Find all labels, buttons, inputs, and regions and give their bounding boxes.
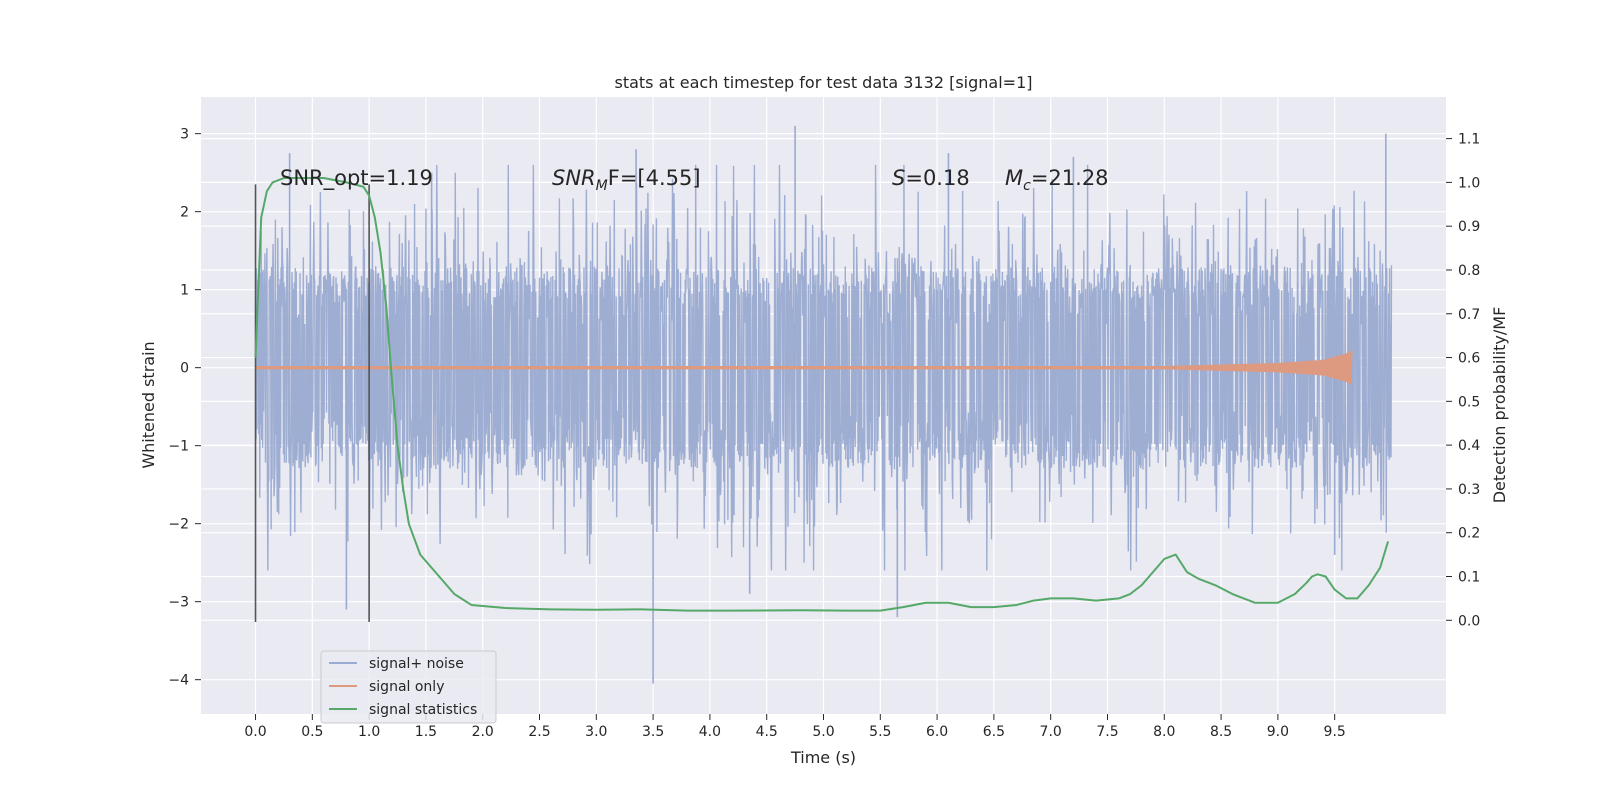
x-tick-label: 6.5 — [983, 724, 1005, 740]
y-tick-label: 0 — [180, 361, 189, 377]
x-tick-label: 8.5 — [1210, 724, 1232, 740]
y2-tick-label: 0.5 — [1458, 394, 1480, 410]
y-tick-label: 2 — [180, 205, 189, 221]
signal-noise-line — [254, 164, 1393, 571]
x-tick-label: 1.0 — [358, 724, 380, 740]
x-tick-label: 3.5 — [642, 724, 664, 740]
x-tick-label: 4.5 — [756, 724, 778, 740]
annotation-snr-mf: SNRMF=[4.55] — [552, 166, 701, 194]
signal-statistics-line — [254, 177, 1390, 612]
annotation-snr-opt: SNR_opt=1.19 — [280, 166, 433, 191]
y2-tick-label: 0.6 — [1458, 351, 1480, 367]
legend-label-signal: signal only — [369, 679, 444, 695]
y-tick-label: 3 — [180, 127, 189, 143]
signal-only-line — [254, 350, 1353, 385]
x-tick-label: 2.5 — [528, 724, 550, 740]
y-axis-title: Whitened strain — [139, 341, 158, 468]
x-tick-label: 8.0 — [1153, 724, 1175, 740]
y-tick-label: −4 — [168, 673, 189, 689]
vlines — [254, 184, 370, 622]
signal-only-series — [254, 350, 1353, 385]
x-tick-label: 5.5 — [869, 724, 891, 740]
legend: signal+ noise signal only signal statist… — [320, 650, 497, 724]
x-tick-label: 9.0 — [1267, 724, 1289, 740]
s-sym: S — [892, 166, 905, 190]
y2-tick-label: 1.1 — [1458, 132, 1480, 148]
y-tick-label: 1 — [180, 283, 189, 299]
y2-tick-label: 0.7 — [1458, 307, 1480, 323]
y2-tick-label: 0.8 — [1458, 263, 1480, 279]
signal-statistics-series — [254, 177, 1390, 612]
legend-box — [320, 650, 497, 724]
y2-tick-label: 0.0 — [1458, 613, 1480, 629]
snr-mf-base: SNR — [552, 166, 596, 190]
x-tick-label: 7.5 — [1096, 724, 1118, 740]
s-val: =0.18 — [905, 166, 969, 190]
y2-axis-title: Detection probability/MF — [1490, 307, 1509, 504]
y2-tick-label: 0.3 — [1458, 482, 1480, 498]
annotation-s: S=0.18 — [892, 166, 970, 190]
y2-tick-label: 0.9 — [1458, 219, 1480, 235]
x-tick-label: 5.0 — [812, 724, 834, 740]
snr-mf-rest: F=[4.55] — [608, 166, 701, 190]
x-tick-label: 0.0 — [244, 724, 266, 740]
x-tick-label: 1.5 — [415, 724, 437, 740]
chart-title: stats at each timestep for test data 313… — [614, 73, 1032, 92]
x-tick-label: 2.0 — [472, 724, 494, 740]
y2-tick-label: 1.0 — [1458, 175, 1480, 191]
signal-noise-series — [254, 125, 1393, 684]
annotation-mc: Mc=21.28 — [1005, 166, 1109, 194]
legend-label-stat: signal statistics — [369, 702, 477, 718]
mc-val: =21.28 — [1031, 166, 1109, 190]
x-tick-label: 6.0 — [926, 724, 948, 740]
legend-label-noise: signal+ noise — [369, 656, 464, 672]
mc-sub: c — [1023, 178, 1031, 194]
y-tick-label: −1 — [168, 439, 189, 455]
x-tick-label: 4.0 — [699, 724, 721, 740]
y-tick-label: −2 — [168, 517, 189, 533]
snr-mf-sub: M — [596, 178, 608, 194]
y2-tick-label: 0.2 — [1458, 526, 1480, 542]
x-tick-label: 7.0 — [1040, 724, 1062, 740]
x-tick-label: 3.0 — [585, 724, 607, 740]
y2-tick-label: 0.1 — [1458, 569, 1480, 585]
x-tick-label: 9.5 — [1324, 724, 1346, 740]
x-tick-label: 0.5 — [301, 724, 323, 740]
y-tick-label: −3 — [168, 595, 189, 611]
mc-sym: M — [1005, 166, 1023, 190]
ticks-layer: 0.0 0.5 1.0 1.5 2.0 2.5 3.0 3.5 4.0 4.5 5.0 5.5 6.0 6… — [168, 127, 1480, 740]
x-axis-title: Time (s) — [790, 748, 856, 767]
y2-tick-label: 0.4 — [1458, 438, 1480, 454]
